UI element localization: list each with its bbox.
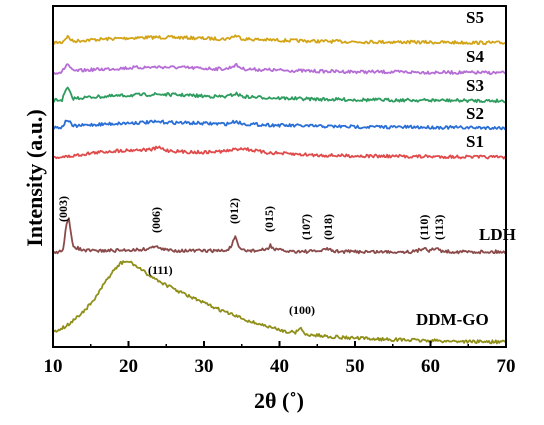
series-line-ldh xyxy=(52,217,507,255)
series-line-s1 xyxy=(52,145,507,160)
peak-label: (015) xyxy=(262,206,276,232)
x-tick-label: 10 xyxy=(44,356,63,377)
series-label-s5: S5 xyxy=(466,8,484,27)
series-label-ldh: LDH xyxy=(479,225,516,244)
series-line-s4 xyxy=(52,62,507,76)
series-label-s2: S2 xyxy=(466,104,484,123)
x-axis-ticks: 10 20 30 40 50 60 70 xyxy=(44,341,516,377)
x-tick-label: 50 xyxy=(346,356,365,377)
series-label-ddm-go: DDM-GO xyxy=(416,310,489,329)
x-tick-label: 20 xyxy=(119,356,138,377)
peak-label: (100) xyxy=(289,303,315,317)
series-line-ddm-go xyxy=(52,260,507,345)
x-tick-label: 30 xyxy=(195,356,214,377)
x-tick-label: 60 xyxy=(421,356,440,377)
peak-labels: (003) (006) (012) (015) (107) (018) (110) (113)… xyxy=(56,196,446,317)
series-curves xyxy=(52,34,507,345)
x-axis-title: 2θ (˚) xyxy=(254,388,304,413)
x-tick-label: 70 xyxy=(497,356,516,377)
peak-label: (003) xyxy=(56,196,70,222)
series-line-s5 xyxy=(52,34,507,46)
peak-label: (006) xyxy=(149,207,163,233)
peak-label: (018) xyxy=(321,214,335,240)
series-label-s3: S3 xyxy=(466,76,484,95)
series-label-s1: S1 xyxy=(466,132,484,151)
series-line-s3 xyxy=(52,86,507,104)
series-label-s4: S4 xyxy=(466,47,484,66)
series-labels: S5 S4 S3 S2 S1 LDH DDM-GO xyxy=(416,8,516,329)
series-line-s2 xyxy=(52,119,507,131)
peak-label: (012) xyxy=(227,198,241,224)
x-tick-label: 40 xyxy=(270,356,289,377)
plot-frame xyxy=(52,5,507,348)
peak-label: (113) xyxy=(432,215,446,240)
peak-label: (110) xyxy=(417,215,431,240)
peak-label: (107) xyxy=(299,214,313,240)
peak-label: (111) xyxy=(148,263,173,277)
y-axis-title: Intensity (a.u.) xyxy=(22,109,47,247)
